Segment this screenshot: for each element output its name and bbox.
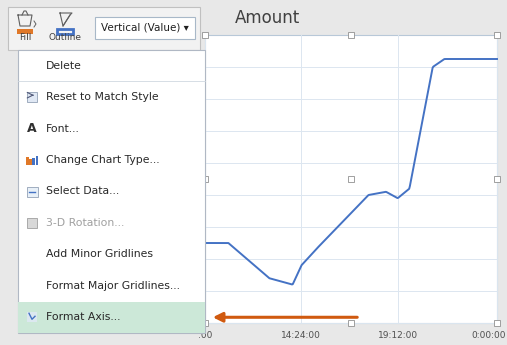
- Bar: [205, 35, 497, 323]
- Text: Delete: Delete: [46, 61, 82, 71]
- Bar: [348, 176, 354, 182]
- Bar: [348, 32, 354, 38]
- Text: Add Minor Gridlines: Add Minor Gridlines: [46, 249, 153, 259]
- Bar: [26, 157, 28, 165]
- Bar: [95, 17, 195, 39]
- Text: Fill: Fill: [19, 33, 31, 42]
- Text: Select Data...: Select Data...: [46, 187, 119, 197]
- Bar: [202, 176, 208, 182]
- Bar: [27, 312, 37, 322]
- Text: 14:24:00: 14:24:00: [281, 331, 321, 340]
- Text: A: A: [27, 122, 37, 135]
- Text: 0.2: 0.2: [187, 286, 201, 296]
- Text: 1.4: 1.4: [187, 95, 201, 103]
- Text: Format Axis...: Format Axis...: [46, 312, 121, 322]
- Bar: [202, 32, 208, 38]
- Text: 1: 1: [195, 158, 201, 168]
- Text: Vertical (Value) ▾: Vertical (Value) ▾: [101, 23, 189, 33]
- Text: Outline: Outline: [49, 33, 82, 42]
- Bar: [18, 302, 205, 333]
- Bar: [17, 29, 33, 34]
- Text: 0.4: 0.4: [187, 255, 201, 264]
- Bar: [18, 50, 205, 333]
- Text: 1.6: 1.6: [187, 62, 201, 71]
- Text: 3-D Rotation...: 3-D Rotation...: [46, 218, 124, 228]
- Text: Reset to Match Style: Reset to Match Style: [46, 92, 159, 102]
- Text: 1.2: 1.2: [187, 127, 201, 136]
- Text: 0: 0: [195, 318, 201, 327]
- Bar: [27, 187, 38, 197]
- Text: Amount: Amount: [235, 9, 300, 27]
- Text: Format Major Gridlines...: Format Major Gridlines...: [46, 281, 180, 291]
- Text: :00: :00: [198, 331, 212, 340]
- Bar: [27, 92, 37, 102]
- Bar: [35, 156, 38, 165]
- Bar: [494, 32, 500, 38]
- Text: Change Chart Type...: Change Chart Type...: [46, 155, 160, 165]
- Text: 0.8: 0.8: [187, 190, 201, 199]
- Bar: [27, 218, 37, 228]
- Bar: [494, 320, 500, 326]
- Text: 19:12:00: 19:12:00: [378, 331, 418, 340]
- Text: 0.6: 0.6: [187, 223, 201, 231]
- Bar: [57, 29, 73, 34]
- Text: Font...: Font...: [46, 124, 80, 134]
- Bar: [29, 159, 32, 165]
- Bar: [494, 176, 500, 182]
- Bar: [348, 320, 354, 326]
- Bar: [32, 158, 35, 165]
- Bar: [202, 320, 208, 326]
- Text: 0:00:00: 0:00:00: [471, 331, 505, 340]
- Bar: [8, 7, 200, 50]
